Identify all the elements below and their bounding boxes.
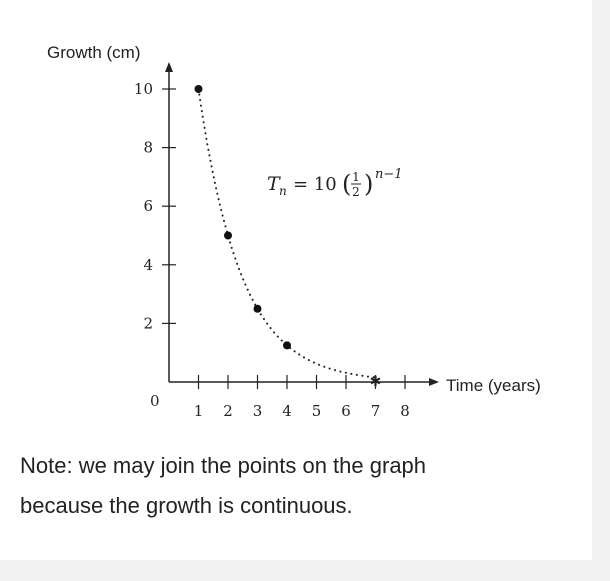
x-tick-label: 4 — [282, 402, 292, 420]
y-tick-label: 4 — [143, 256, 153, 274]
formula-lhs: T — [267, 173, 281, 195]
y-tick-label: 2 — [143, 314, 153, 332]
data-point — [253, 304, 262, 313]
formula-annotation: T n = 10 ( 1 2 ) n−1 — [267, 167, 403, 199]
formula-frac-num: 1 — [352, 170, 360, 184]
y-tick-label: 6 — [143, 197, 153, 215]
growth-curve — [197, 88, 377, 379]
formula-subscript: n — [279, 184, 287, 198]
end-star-marker: ✱ — [370, 374, 382, 390]
x-axis-label: Time (years) — [446, 376, 541, 395]
formula-paren-left: ( — [342, 170, 351, 198]
note-text: Note: we may join the points on the grap… — [20, 446, 560, 526]
data-point — [224, 231, 232, 240]
formula-exponent: n−1 — [375, 167, 403, 182]
origin-label: 0 — [150, 392, 160, 410]
x-tick-label: 5 — [312, 402, 322, 420]
x-tick-label: 3 — [253, 402, 263, 420]
note-line-2: because the growth is continuous. — [20, 493, 353, 518]
x-tick-label: 7 — [371, 402, 381, 420]
x-tick-label: 1 — [194, 402, 204, 420]
x-ticks: 1 2 3 4 5 6 7 8 — [194, 375, 410, 420]
note-line-1: Note: we may join the points on the grap… — [20, 453, 427, 478]
y-axis-label: Growth (cm) — [47, 43, 141, 62]
x-tick-label: 8 — [400, 402, 410, 420]
data-points — [194, 85, 291, 350]
data-point — [283, 341, 291, 350]
formula-equals: = 10 — [293, 174, 337, 195]
formula-paren-right: ) — [364, 170, 373, 198]
y-tick-label: 8 — [143, 139, 153, 157]
formula-frac-den: 2 — [352, 185, 360, 199]
y-tick-label: 10 — [134, 80, 153, 98]
x-tick-label: 6 — [341, 402, 351, 420]
data-point — [194, 85, 203, 93]
y-ticks: 2 4 6 8 10 — [134, 80, 176, 332]
x-tick-label: 2 — [223, 402, 233, 420]
